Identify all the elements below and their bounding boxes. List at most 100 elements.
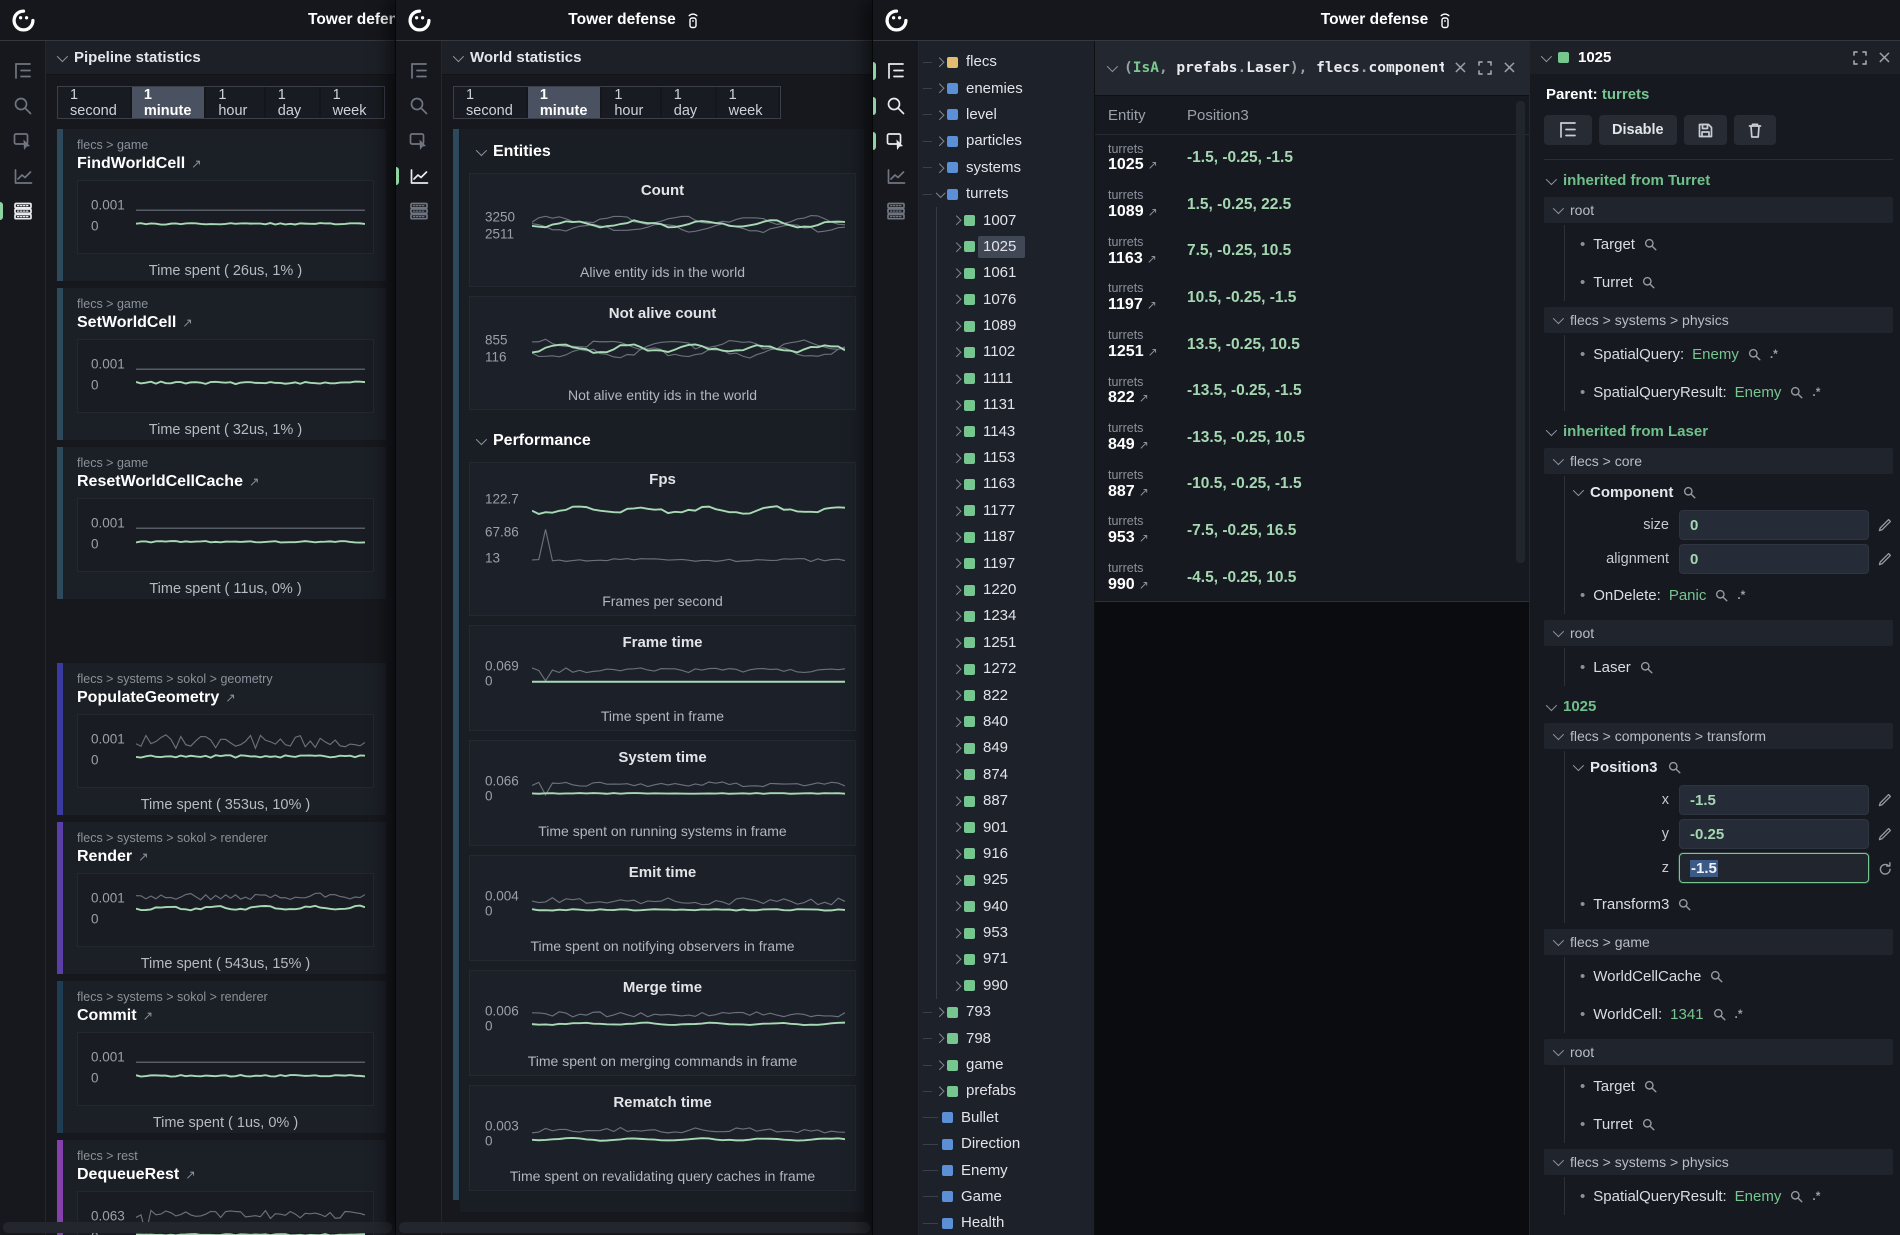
tree-item-925[interactable]: 925 <box>919 867 1094 893</box>
tree-item-1177[interactable]: 1177 <box>919 498 1094 524</box>
time-range-1-minute[interactable]: 1 minute <box>132 87 204 118</box>
stats-icon[interactable] <box>883 164 909 188</box>
inspector-scope-bar[interactable]: root <box>1544 197 1893 223</box>
tree-item-1076[interactable]: 1076 <box>919 287 1094 313</box>
chevron-right-icon[interactable] <box>932 59 947 66</box>
inspector-group-header[interactable]: inherited from Laser <box>1546 423 1893 440</box>
tree-item-1131[interactable]: 1131 <box>919 392 1094 418</box>
tree-icon[interactable] <box>10 59 36 83</box>
search-icon[interactable] <box>1641 1117 1656 1132</box>
tree-view-button[interactable] <box>1544 115 1592 145</box>
chevron-right-icon[interactable] <box>949 745 964 752</box>
inspector-group-header[interactable]: 1025 <box>1546 698 1893 715</box>
time-range-1-week[interactable]: 1 week <box>717 87 778 118</box>
row-entity-link[interactable]: 953↗ <box>1108 529 1187 547</box>
chevron-right-icon[interactable] <box>949 692 964 699</box>
close-icon[interactable]: × <box>1502 59 1517 77</box>
chevron-right-icon[interactable] <box>949 217 964 224</box>
save-button[interactable] <box>1684 115 1727 145</box>
chevron-right-icon[interactable] <box>949 771 964 778</box>
card-title-link[interactable]: Commit↗ <box>77 1007 374 1025</box>
row-entity-link[interactable]: 1163↗ <box>1108 250 1187 268</box>
result-row-822[interactable]: turrets822↗-13.5, -0.25, -1.5 <box>1095 368 1529 415</box>
inspector-item-Turret[interactable]: •Turret <box>1565 263 1893 301</box>
result-row-1163[interactable]: turrets1163↗7.5, -0.25, 10.5 <box>1095 228 1529 275</box>
row-entity-link[interactable]: 887↗ <box>1108 483 1187 501</box>
search-icon[interactable] <box>1682 485 1697 500</box>
search-icon[interactable] <box>1747 347 1762 362</box>
component-value-link[interactable]: Enemy <box>1735 384 1782 401</box>
query-icon[interactable] <box>10 129 36 153</box>
chevron-right-icon[interactable] <box>949 877 964 884</box>
row-entity-link[interactable]: 1251↗ <box>1108 343 1187 361</box>
time-range-1-hour[interactable]: 1 hour <box>206 87 263 118</box>
time-range-1-week[interactable]: 1 week <box>321 87 382 118</box>
chevron-down-icon[interactable] <box>932 191 947 198</box>
tree-item-901[interactable]: 901 <box>919 814 1094 840</box>
tree-item-1111[interactable]: 1111 <box>919 366 1094 392</box>
chevron-right-icon[interactable] <box>949 983 964 990</box>
tree-icon[interactable] <box>406 59 432 83</box>
tables-icon[interactable] <box>10 199 36 223</box>
inspector-item-SpatialQueryResult[interactable]: •SpatialQueryResult:Enemy.* <box>1565 373 1893 411</box>
delete-button[interactable] <box>1734 115 1776 145</box>
chevron-right-icon[interactable] <box>932 112 947 119</box>
chevron-right-icon[interactable] <box>949 296 964 303</box>
inspector-item-WorldCell[interactable]: •WorldCell:1341.* <box>1565 995 1893 1033</box>
chevron-right-icon[interactable] <box>949 534 964 541</box>
time-range-1-minute[interactable]: 1 minute <box>528 87 600 118</box>
tree-item-flecs[interactable]: flecs <box>919 49 1094 75</box>
search-icon[interactable] <box>1677 897 1692 912</box>
edit-pencil-icon[interactable] <box>1877 826 1893 842</box>
search-icon[interactable] <box>1789 385 1804 400</box>
tree-item-874[interactable]: 874 <box>919 762 1094 788</box>
card-title-link[interactable]: SetWorldCell↗ <box>77 314 374 332</box>
search-icon[interactable] <box>1643 237 1658 252</box>
field-input-size[interactable]: 0 <box>1679 510 1869 540</box>
tree-item-990[interactable]: 990 <box>919 973 1094 999</box>
card-title-link[interactable]: FindWorldCell↗ <box>77 155 374 173</box>
chevron-right-icon[interactable] <box>932 1035 947 1042</box>
search-icon[interactable] <box>1789 1189 1804 1204</box>
chevron-right-icon[interactable] <box>949 323 964 330</box>
inspector-item-Target[interactable]: •Target <box>1565 225 1893 263</box>
tree-item-887[interactable]: 887 <box>919 788 1094 814</box>
row-entity-link[interactable]: 1197↗ <box>1108 296 1187 314</box>
tree-item-Enemy[interactable]: Enemy <box>919 1157 1094 1183</box>
section-header-Entities[interactable]: Entities <box>476 137 856 167</box>
tree-item-1234[interactable]: 1234 <box>919 603 1094 629</box>
tree-item-1143[interactable]: 1143 <box>919 418 1094 444</box>
query-input[interactable]: (IsA, prefabs.Laser), flecs.components <box>1124 60 1444 76</box>
tree-item-enemies[interactable]: enemies <box>919 75 1094 101</box>
chevron-right-icon[interactable] <box>949 560 964 567</box>
row-entity-link[interactable]: 849↗ <box>1108 436 1187 454</box>
chevron-right-icon[interactable] <box>949 244 964 251</box>
field-input-alignment[interactable]: 0 <box>1679 544 1869 574</box>
search-icon[interactable] <box>10 94 36 118</box>
tree-item-1251[interactable]: 1251 <box>919 630 1094 656</box>
result-row-1197[interactable]: turrets1197↗10.5, -0.25, -1.5 <box>1095 275 1529 322</box>
result-row-990[interactable]: turrets990↗-4.5, -0.25, 10.5 <box>1095 554 1529 601</box>
inspector-item-Turret[interactable]: •Turret <box>1565 1105 1893 1143</box>
horizontal-scrollbar[interactable] <box>3 1222 392 1233</box>
chevron-right-icon[interactable] <box>949 613 964 620</box>
chevron-right-icon[interactable] <box>932 85 947 92</box>
tree-item-prefabs[interactable]: prefabs <box>919 1078 1094 1104</box>
result-row-887[interactable]: turrets887↗-10.5, -0.25, -1.5 <box>1095 461 1529 508</box>
search-icon[interactable] <box>1709 969 1724 984</box>
inspector-group-header[interactable]: inherited from Turret <box>1546 172 1893 189</box>
chevron-right-icon[interactable] <box>932 1088 947 1095</box>
stats-icon[interactable] <box>10 164 36 188</box>
card-title-link[interactable]: PopulateGeometry↗ <box>77 689 374 707</box>
tree-item-Bullet[interactable]: Bullet <box>919 1105 1094 1131</box>
tree-item-1007[interactable]: 1007 <box>919 207 1094 233</box>
tree-item-953[interactable]: 953 <box>919 920 1094 946</box>
result-row-1025[interactable]: turrets1025↗-1.5, -0.25, -1.5 <box>1095 135 1529 182</box>
time-range-1-hour[interactable]: 1 hour <box>602 87 659 118</box>
card-title-link[interactable]: Render↗ <box>77 848 374 866</box>
chevron-right-icon[interactable] <box>949 798 964 805</box>
chevron-right-icon[interactable] <box>949 270 964 277</box>
tree-item-940[interactable]: 940 <box>919 894 1094 920</box>
search-icon[interactable] <box>1639 660 1654 675</box>
inspector-scope-bar[interactable]: flecs > core <box>1544 448 1893 474</box>
